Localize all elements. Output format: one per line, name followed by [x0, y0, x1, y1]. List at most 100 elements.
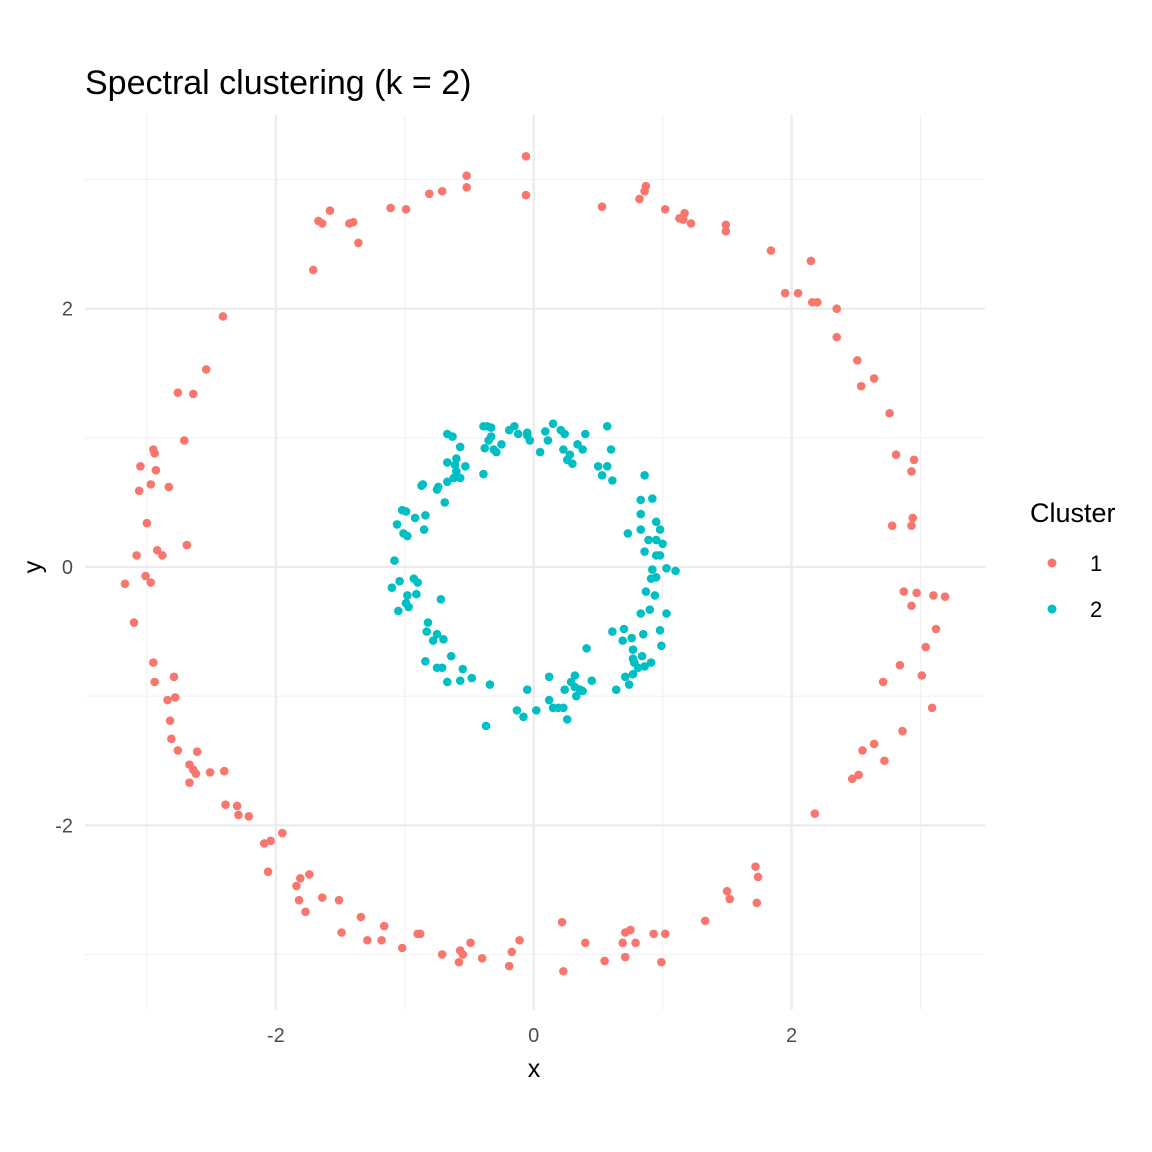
point-cluster-2 [593, 461, 603, 471]
point-cluster-2 [580, 429, 590, 439]
point-cluster-1 [192, 747, 202, 757]
point-cluster-2 [658, 539, 667, 549]
point-cluster-2 [458, 664, 468, 674]
point-cluster-1 [244, 811, 254, 821]
point-cluster-1 [201, 365, 211, 374]
point-cluster-1 [887, 521, 897, 530]
grid [85, 115, 985, 1010]
point-cluster-2 [412, 589, 421, 599]
point-cluster-1 [907, 467, 916, 476]
point-cluster-1 [931, 624, 941, 634]
point-cluster-1 [437, 186, 447, 196]
point-cluster-2 [443, 677, 452, 687]
point-cluster-2 [559, 703, 568, 713]
point-cluster-2 [443, 477, 452, 487]
tick-labels: -2 0 2 -2 0 2 [55, 299, 797, 1047]
point-cluster-1 [167, 734, 176, 744]
point-cluster-2 [628, 645, 638, 654]
point-cluster-1 [649, 929, 658, 939]
point-cluster-2 [641, 587, 651, 596]
point-cluster-2 [662, 564, 671, 573]
point-cluster-1 [305, 870, 314, 879]
point-cluster-1 [120, 579, 130, 589]
point-cluster-2 [578, 445, 588, 454]
point-cluster-2 [432, 485, 442, 494]
point-cluster-2 [479, 469, 488, 479]
point-cluster-1 [891, 450, 901, 459]
point-cluster-1 [263, 867, 273, 877]
point-cluster-2 [618, 636, 627, 645]
point-cluster-1 [810, 809, 820, 818]
point-cluster-2 [410, 513, 420, 523]
point-cluster-2 [671, 566, 680, 576]
point-cluster-1 [179, 436, 189, 445]
point-cluster-1 [807, 297, 817, 307]
point-cluster-2 [439, 635, 448, 644]
point-cluster-1 [356, 912, 366, 922]
point-cluster-1 [317, 893, 327, 902]
point-cluster-2 [422, 627, 431, 636]
point-cluster-2 [636, 525, 646, 534]
point-cluster-2 [417, 481, 426, 490]
point-cluster-1 [337, 928, 346, 937]
point-cluster-1 [660, 929, 670, 939]
point-cluster-1 [521, 152, 531, 161]
point-cluster-2 [608, 627, 617, 636]
point-cluster-1 [856, 381, 866, 391]
point-cluster-2 [531, 706, 541, 715]
point-cluster-1 [219, 766, 229, 776]
point-cluster-1 [806, 256, 816, 266]
point-cluster-1 [832, 304, 842, 314]
point-cluster-2 [421, 511, 430, 520]
point-cluster-1 [880, 756, 889, 766]
point-cluster-1 [686, 219, 696, 228]
point-cluster-1 [635, 194, 644, 204]
x-axis-title: x [528, 1055, 541, 1083]
y-tick-label: 0 [62, 557, 73, 579]
point-cluster-2 [432, 629, 442, 639]
x-tick-label: -2 [267, 1025, 285, 1047]
point-cluster-2 [651, 573, 661, 582]
point-cluster-1 [132, 551, 141, 560]
point-cluster-1 [401, 204, 411, 214]
point-cluster-2 [570, 671, 580, 680]
point-cluster-1 [379, 921, 389, 931]
point-cluster-1 [559, 966, 568, 976]
point-cluster-2 [640, 662, 649, 671]
point-cluster-2 [602, 461, 612, 471]
point-cluster-2 [657, 641, 666, 651]
point-cluster-1 [722, 886, 732, 896]
point-cluster-1 [854, 770, 863, 780]
point-cluster-1 [397, 943, 407, 953]
point-cluster-2 [486, 423, 496, 432]
point-cluster-1 [334, 895, 344, 905]
point-cluster-1 [721, 226, 731, 236]
point-cluster-2 [655, 626, 665, 635]
point-cluster-1 [182, 540, 192, 550]
point-cluster-1 [504, 961, 514, 971]
point-cluster-2 [436, 595, 446, 604]
point-cluster-2 [648, 494, 657, 503]
point-cluster-2 [387, 583, 397, 592]
point-cluster-1 [163, 695, 172, 705]
point-cluster-1 [580, 938, 590, 948]
point-cluster-1 [725, 894, 734, 904]
point-cluster-2 [512, 706, 522, 715]
point-cluster-2 [452, 454, 461, 463]
point-cluster-1 [600, 956, 609, 966]
point-cluster-1 [136, 461, 145, 471]
point-cluster-1 [917, 671, 927, 680]
point-cluster-1 [325, 206, 335, 215]
point-cluster-1 [631, 938, 640, 948]
y-axis-title: y [19, 560, 47, 573]
point-cluster-1 [189, 389, 198, 399]
point-cluster-1 [377, 935, 386, 945]
point-cluster-2 [443, 458, 452, 467]
point-cluster-2 [481, 721, 491, 731]
point-cluster-2 [650, 591, 660, 600]
point-cluster-1 [205, 768, 215, 777]
x-tick-label: 2 [786, 1025, 797, 1047]
point-cluster-2 [611, 685, 621, 695]
point-cluster-1 [146, 578, 156, 587]
